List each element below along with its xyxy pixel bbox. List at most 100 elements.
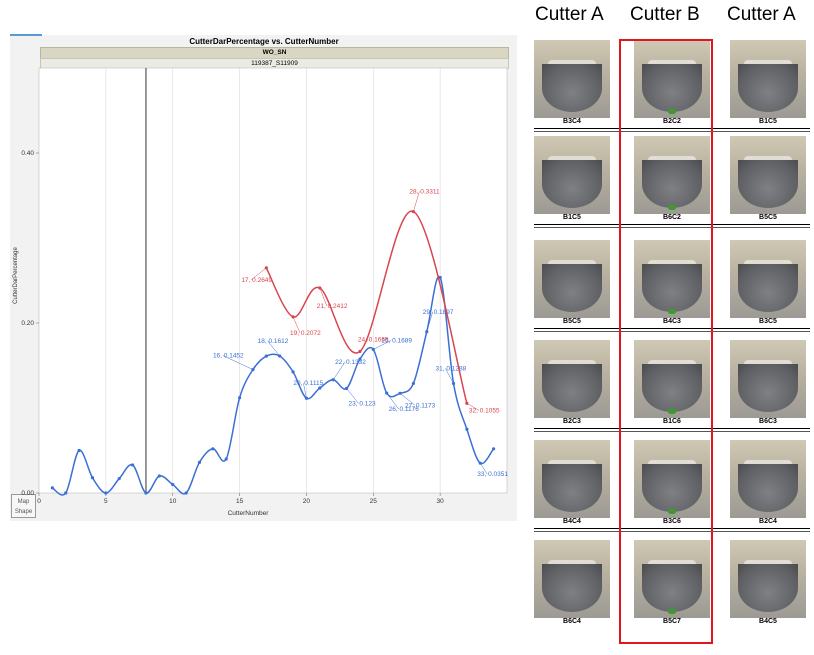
cutter-face: [642, 64, 702, 112]
cutter-photo-label: B2C3: [563, 418, 581, 425]
cutter-photo: [730, 340, 806, 418]
cutter-photo-label: B1C5: [563, 214, 581, 221]
cutter-face: [642, 160, 702, 208]
series-1-point: [465, 427, 469, 431]
column-header-cutter-a-left: Cutter A: [535, 4, 604, 25]
cutter-photo: [634, 540, 710, 618]
map-label: Map: [17, 499, 30, 505]
row-divider: [534, 428, 810, 429]
cutter-photo: [634, 440, 710, 518]
cutter-photo: [730, 440, 806, 518]
series-1-point: [411, 381, 415, 386]
series-1-point: [144, 491, 148, 495]
cutter-face: [542, 564, 602, 612]
series-2-annotation-leader: [359, 339, 369, 352]
series-2-data-label: 24, 0.1665: [358, 336, 389, 343]
cutter-badge-icon: [668, 205, 676, 210]
cutter-photo: [534, 136, 610, 214]
series-1-point: [492, 447, 496, 451]
cutter-photo-label: B5C7: [663, 618, 681, 625]
series-1-data-label: 27, 0.1173: [405, 402, 436, 409]
series-1-point: [237, 396, 242, 400]
series-1-point: [197, 460, 202, 464]
cutter-face: [542, 364, 602, 412]
y-tick-label: 0.40: [21, 150, 34, 157]
series-1-point: [318, 386, 322, 390]
cutter-photo-label: B4C4: [563, 518, 581, 525]
cutter-photo-label: B2C2: [663, 118, 681, 125]
chart-svg: 0.00 0.20 0.40 0 5 10 15 20 25 30 CutterNumber Cutt…: [13, 67, 508, 517]
cutter-photo-label: B1C6: [663, 418, 681, 425]
series-1-data-label: 33, 0.0351: [477, 471, 508, 478]
cutter-photo: [534, 340, 610, 418]
series-1-point: [50, 486, 54, 490]
series-1-annotation-leader: [480, 463, 488, 475]
series-1-point: [264, 354, 268, 358]
series-2-data-label: 21, 0.2412: [317, 303, 348, 310]
series-1-point: [117, 476, 121, 481]
row-divider-secondary: [534, 531, 810, 532]
cutter-photo: [634, 136, 710, 214]
series-1-annotation-leader: [445, 368, 454, 384]
cutter-photo: [534, 540, 610, 618]
series-1-point: [211, 447, 215, 451]
cutter-photo: [730, 136, 806, 214]
series-1-data-label: 23, 0.123: [349, 400, 376, 407]
cutter-photo: [634, 40, 710, 118]
series-1-point: [224, 457, 228, 461]
row-divider-secondary: [534, 331, 810, 332]
series-2-annotation-leader: [413, 191, 420, 212]
series-1-annotation-leader: [346, 388, 359, 404]
series-1-data-label: 20, 0.1115: [293, 380, 323, 387]
map-shape-panel[interactable]: Map Shape: [11, 494, 36, 518]
cutter-face: [642, 364, 702, 412]
cutter-face: [642, 564, 702, 612]
series-1-point: [171, 482, 175, 487]
row-divider: [534, 224, 810, 225]
series-1-annotation-leader: [332, 361, 346, 380]
cutter-face: [542, 264, 602, 312]
series-1-data-label: 22, 0.1332: [335, 359, 366, 366]
plot-area: [38, 67, 508, 494]
y-tick-label: 0.20: [21, 320, 34, 327]
series-2-data-label: 32, 0.1055: [469, 407, 500, 414]
series-1-point: [77, 448, 81, 453]
series-1-data-label: 18, 0.1612: [258, 338, 289, 345]
cutter-photo-label: B3C4: [563, 118, 581, 125]
row-divider: [534, 128, 810, 129]
series-1-point: [291, 370, 295, 374]
cutter-face: [738, 264, 798, 312]
cutter-photo: [534, 440, 610, 518]
cutter-face: [738, 464, 798, 512]
cutter-photo: [730, 240, 806, 318]
column-header-cutter-b: Cutter B: [630, 4, 700, 25]
x-tick-label: 5: [104, 498, 108, 505]
series-1-data-label: 16, 0.1452: [213, 353, 244, 360]
cutter-face: [542, 64, 602, 112]
shape-label: Shape: [14, 509, 33, 515]
series-1-data-label: 31, 0.1288: [436, 366, 467, 373]
series-1-annotation-leader: [267, 340, 280, 357]
cutter-badge-icon: [668, 609, 676, 614]
cutter-photo: [634, 340, 710, 418]
row-divider-secondary: [534, 431, 810, 432]
chart-title: CutterDarPercentage vs. CutterNumber: [189, 37, 339, 46]
cutter-face: [738, 364, 798, 412]
series-1-annotation-leader: [426, 311, 434, 332]
series-2-data-label: 19, 0.2072: [290, 330, 321, 337]
series-2-annotation-leader: [466, 403, 480, 411]
x-tick-label: 20: [303, 498, 311, 505]
series-1-point: [358, 357, 362, 361]
series-1-point: [90, 476, 95, 480]
series-2-annotation-leader: [292, 316, 301, 333]
cutter-photo: [534, 40, 610, 118]
row-divider: [534, 528, 810, 529]
cutter-face: [738, 160, 798, 208]
series-1-annotation-leader: [303, 383, 307, 399]
series-1-data-label: 29, 0.1897: [423, 309, 454, 316]
cutter-face: [542, 160, 602, 208]
series-2-annotation-leader: [251, 267, 267, 281]
cutter-photo: [534, 240, 610, 318]
cutter-photo-label: B6C4: [563, 618, 581, 625]
series-1-annotation-leader: [399, 393, 416, 406]
